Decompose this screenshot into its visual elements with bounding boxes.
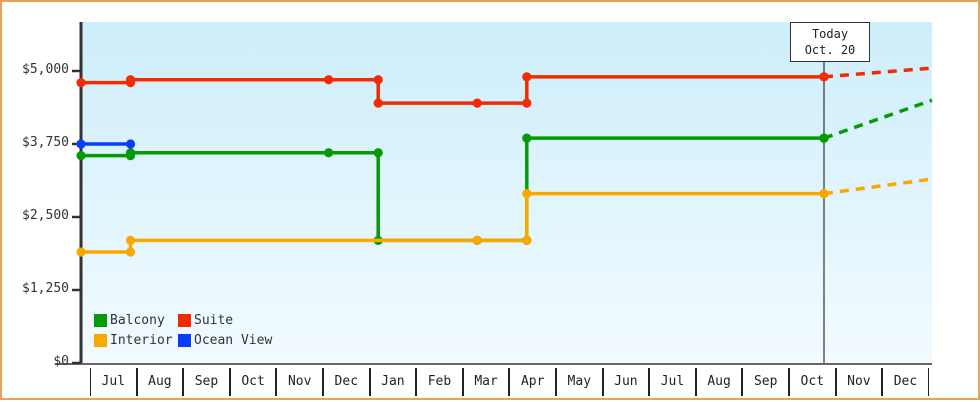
series-lines — [76, 66, 933, 257]
month-cell-sep-2[interactable]: Sep — [183, 368, 230, 396]
chart-legend: Balcony Suite Interior Ocean View — [94, 310, 272, 350]
series-marker[interactable] — [373, 98, 383, 108]
y-axis-tick-label: $3,750 — [22, 135, 69, 150]
legend-label-interior: Interior — [110, 332, 173, 348]
series-marker[interactable] — [819, 189, 829, 199]
series-marker[interactable] — [125, 247, 136, 257]
month-cell-jul-12[interactable]: Jul — [649, 368, 696, 396]
series-marker[interactable] — [125, 139, 136, 149]
series-marker[interactable] — [324, 148, 334, 158]
legend-label-balcony: Balcony — [110, 312, 165, 328]
legend-label-suite: Suite — [194, 312, 234, 328]
month-cell-apr-9[interactable]: Apr — [509, 368, 556, 396]
series-marker[interactable] — [76, 247, 86, 257]
series-line — [81, 191, 824, 254]
y-axis-tick-label: $0 — [53, 354, 69, 369]
month-cell-mar-8[interactable]: Mar — [462, 368, 510, 396]
series-forecast-line — [823, 98, 933, 140]
month-cell-jul-0[interactable]: Jul — [90, 368, 137, 396]
series-marker[interactable] — [522, 189, 532, 199]
series-marker[interactable] — [125, 148, 136, 158]
series-marker[interactable] — [125, 235, 136, 245]
series-marker[interactable] — [819, 133, 829, 143]
month-cell-nov-4[interactable]: Nov — [276, 368, 323, 396]
month-cell-dec-5[interactable]: Dec — [323, 368, 370, 396]
series-marker[interactable] — [819, 72, 829, 82]
series-marker[interactable] — [324, 75, 334, 85]
y-axis-tick-label: $5,000 — [22, 62, 69, 77]
series-marker[interactable] — [522, 72, 532, 82]
month-cell-jan-6[interactable]: Jan — [369, 368, 417, 396]
legend-item-suite[interactable]: Suite — [178, 313, 262, 328]
today-annotation: Today Oct. 20 — [790, 22, 870, 62]
legend-swatch-ocean-view — [178, 333, 191, 347]
legend-swatch-balcony — [94, 313, 107, 327]
series-forecast-line — [823, 177, 933, 196]
series-marker[interactable] — [125, 75, 136, 85]
month-cell-oct-3[interactable]: Oct — [229, 368, 277, 396]
month-cell-aug-1[interactable]: Aug — [136, 368, 184, 396]
y-axis-tick-label: $1,250 — [22, 281, 69, 296]
today-label: Today — [811, 27, 849, 41]
legend-item-interior[interactable]: Interior — [94, 333, 178, 348]
series-line — [81, 75, 824, 105]
series-marker[interactable] — [472, 98, 482, 108]
legend-row: Interior Ocean View — [94, 330, 272, 350]
month-cell-may-10[interactable]: May — [556, 368, 603, 396]
legend-swatch-suite — [178, 313, 191, 327]
month-cell-aug-13[interactable]: Aug — [695, 368, 743, 396]
series-marker[interactable] — [76, 78, 86, 88]
month-cell-dec-17[interactable]: Dec — [882, 368, 929, 396]
series-marker[interactable] — [472, 235, 482, 245]
legend-item-ocean-view[interactable]: Ocean View — [178, 333, 272, 348]
series-forecast-line — [823, 66, 933, 79]
month-cell-feb-7[interactable]: Feb — [416, 368, 463, 396]
series-marker[interactable] — [522, 235, 532, 245]
series-marker[interactable] — [373, 75, 383, 85]
month-cell-nov-16[interactable]: Nov — [835, 368, 883, 396]
month-cell-sep-14[interactable]: Sep — [742, 368, 789, 396]
today-date: Oct. 20 — [804, 43, 856, 57]
series-marker[interactable] — [373, 148, 383, 158]
series-marker[interactable] — [522, 133, 532, 143]
series-marker[interactable] — [76, 139, 86, 149]
month-cell-oct-15[interactable]: Oct — [789, 368, 836, 396]
legend-swatch-interior — [94, 333, 107, 347]
y-axis-tick-label: $2,500 — [22, 208, 69, 223]
legend-row: Balcony Suite — [94, 310, 262, 330]
legend-label-ocean-view: Ocean View — [194, 332, 273, 348]
legend-item-balcony[interactable]: Balcony — [94, 313, 178, 328]
series-marker[interactable] — [522, 98, 532, 108]
month-cell-jun-11[interactable]: Jun — [602, 368, 650, 396]
series-marker[interactable] — [76, 151, 86, 161]
